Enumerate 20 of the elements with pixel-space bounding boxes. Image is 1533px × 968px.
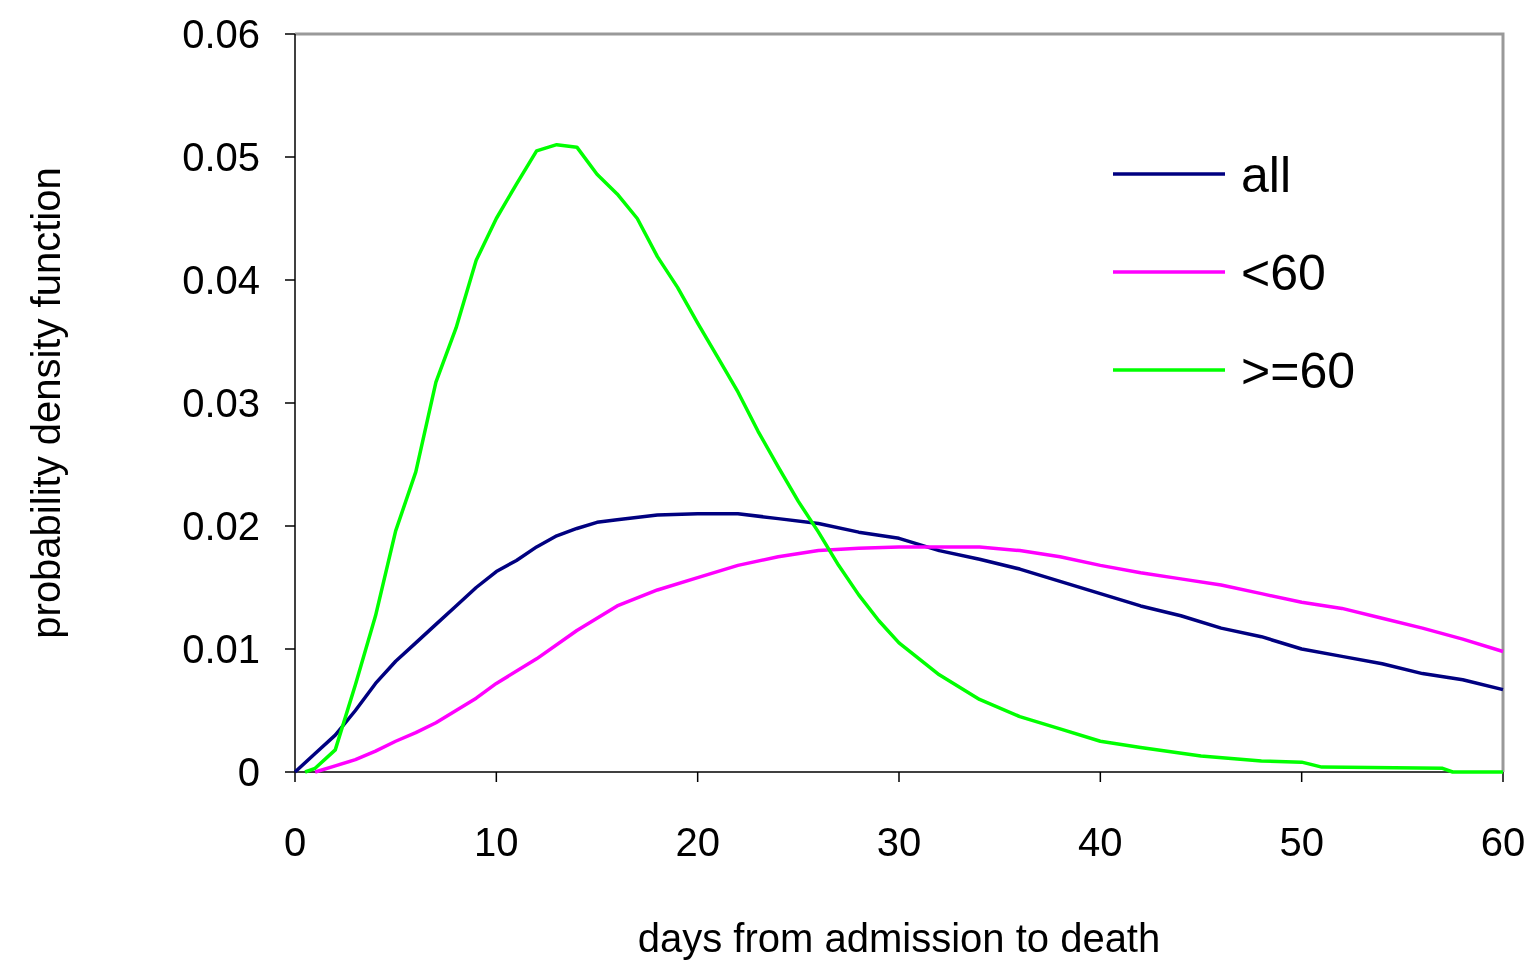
x-tick-label: 60 bbox=[1480, 820, 1526, 864]
x-tick-label: 30 bbox=[876, 820, 922, 864]
y-axis-title: probability density function bbox=[24, 167, 68, 639]
legend-label: >=60 bbox=[1241, 342, 1356, 399]
y-tick-label: 0.02 bbox=[182, 504, 260, 548]
y-tick-label: 0.06 bbox=[182, 12, 260, 56]
x-tick-label: 40 bbox=[1078, 820, 1123, 864]
y-tick-label: 0.01 bbox=[182, 627, 260, 671]
y-tick-label: 0.04 bbox=[182, 258, 260, 302]
x-axis-title: days from admission to death bbox=[637, 916, 1161, 960]
y-tick-label: 0.05 bbox=[182, 135, 260, 179]
y-tick-label: 0.03 bbox=[182, 381, 260, 425]
x-tick-label: 0 bbox=[283, 820, 307, 864]
line-series bbox=[303, 142, 1505, 774]
x-tick-label: 50 bbox=[1279, 820, 1324, 864]
legend-label: <60 bbox=[1241, 244, 1326, 301]
y-tick-label: 0 bbox=[237, 750, 260, 794]
x-tick-label: 10 bbox=[474, 820, 519, 864]
legend-label: all bbox=[1241, 146, 1292, 203]
x-tick-label: 20 bbox=[675, 820, 720, 864]
